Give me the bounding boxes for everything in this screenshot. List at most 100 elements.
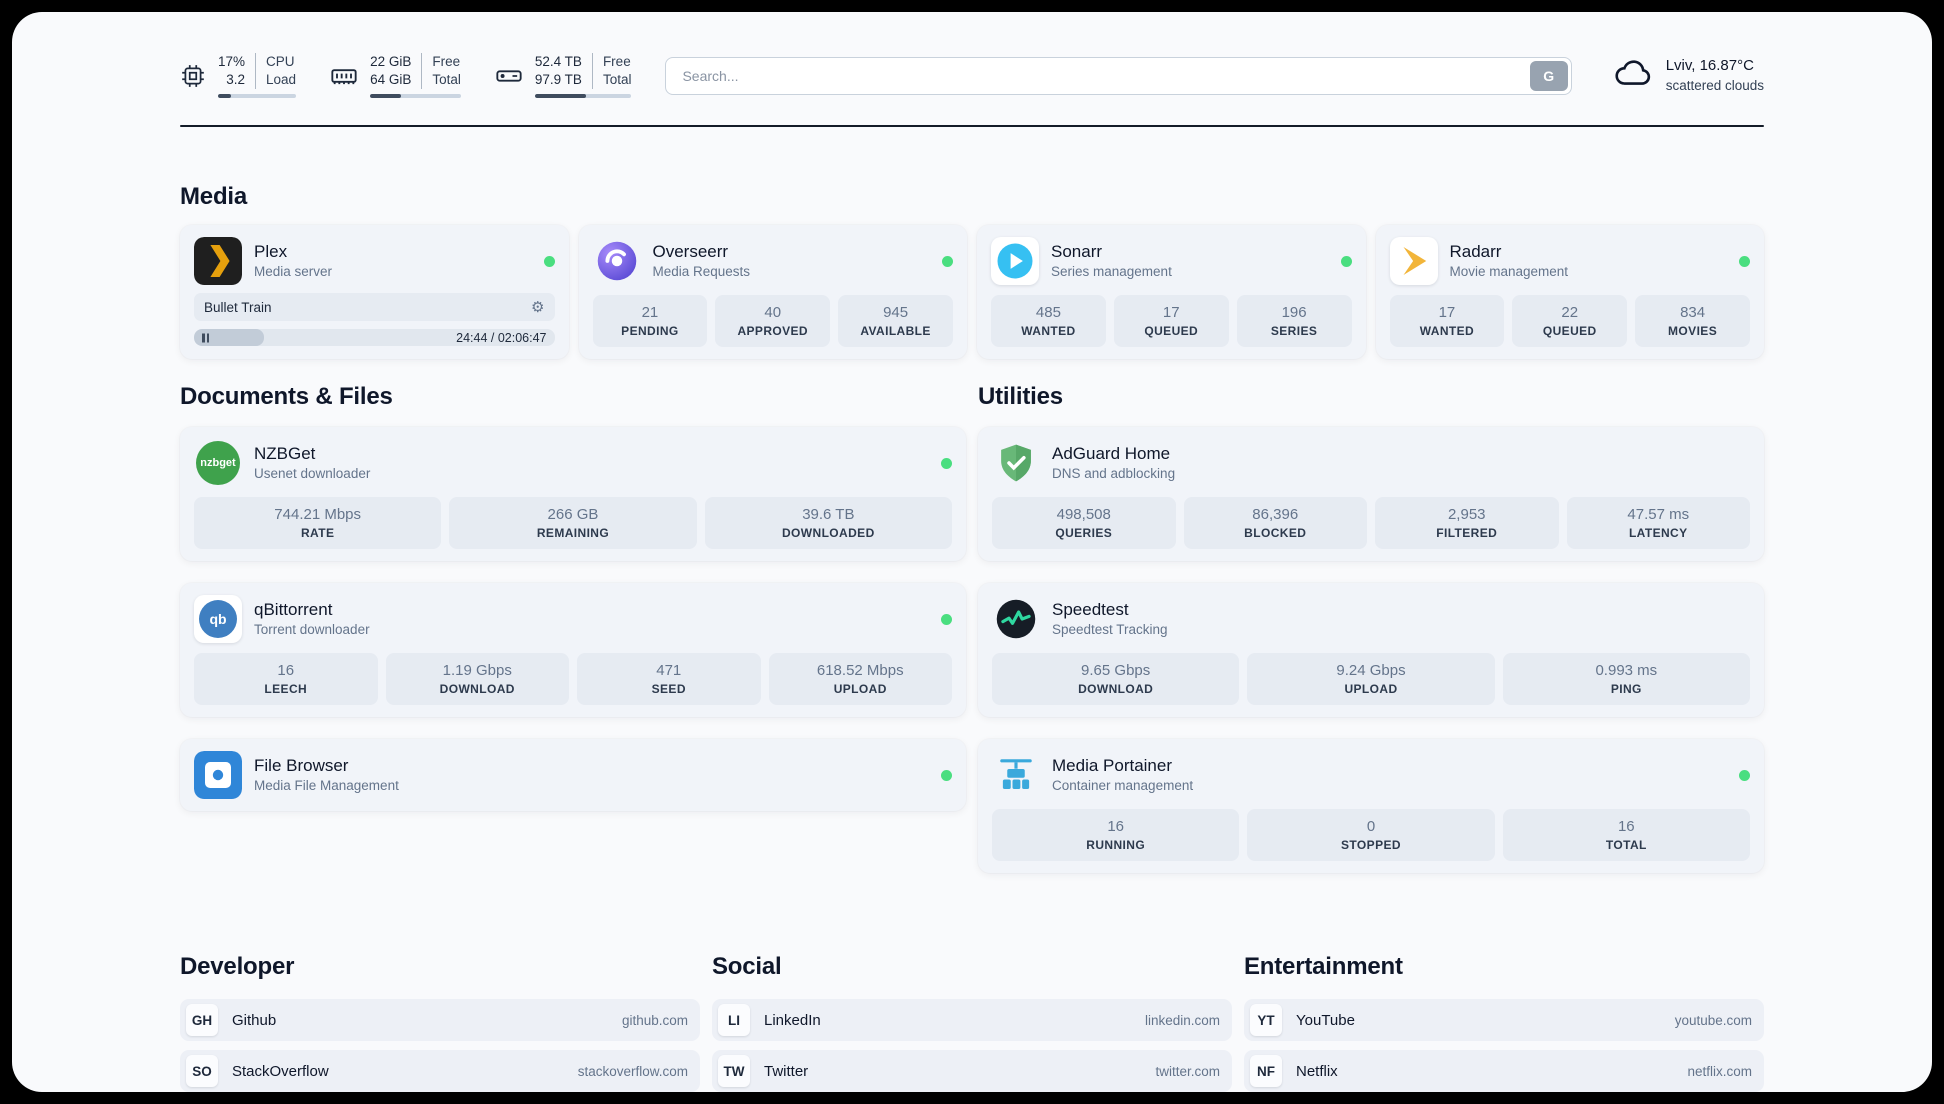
app-subtitle: Container management — [1052, 778, 1194, 794]
plex-card[interactable]: Plex Media server Bullet Train ⚙ 24:44 /… — [180, 225, 569, 359]
filebrowser-card[interactable]: File Browser Media File Management — [180, 739, 966, 811]
app-name: Radarr — [1449, 242, 1502, 262]
radarr-card[interactable]: Radarr Movie management 17 WANTED 22 QUEUE… — [1375, 225, 1764, 359]
disk-stats: 52.4 TB 97.9 TB Free Total — [534, 53, 632, 98]
media-section-title: Media — [180, 183, 248, 210]
stat-latency: 47.57 ms LATENCY — [1566, 497, 1750, 549]
bookmark-url: twitter.com — [1155, 1063, 1220, 1079]
playback-time: 24:44 / 02:06:47 — [456, 330, 547, 345]
ram-free-value: 22 GiB — [370, 54, 412, 70]
entertainment-section-title: Entertainment — [1244, 953, 1403, 980]
overseerr-card[interactable]: Overseerr Media Requests 21 PENDING 40 APP… — [578, 225, 967, 359]
qbittorrent-icon: qb — [194, 595, 242, 643]
disk-icon — [495, 62, 523, 90]
bookmark-github[interactable]: GH Github github.com — [180, 999, 700, 1041]
app-name: File Browser — [254, 756, 349, 776]
developer-section-title: Developer — [180, 953, 295, 980]
speedtest-card[interactable]: Speedtest Speedtest Tracking 9.65 Gbps DO… — [978, 583, 1764, 717]
app-subtitle: Media server — [254, 264, 333, 280]
player-row: 24:44 / 02:06:47 — [194, 329, 555, 346]
app-name: Overseerr — [652, 242, 729, 262]
bookmark-url: stackoverflow.com — [577, 1063, 688, 1079]
app-name: AdGuard Home — [1052, 444, 1171, 464]
stat-stopped: 0 STOPPED — [1247, 809, 1495, 861]
search-engine-button[interactable]: G — [1529, 60, 1568, 91]
developer-column: Developer GH Github github.com SO StackO… — [180, 953, 700, 1092]
ram-total-value: 64 GiB — [370, 72, 412, 87]
bookmark-name: StackOverflow — [232, 1062, 329, 1080]
settings-gear-icon[interactable]: ⚙ — [531, 298, 545, 316]
bookmark-stackoverflow[interactable]: SO StackOverflow stackoverflow.com — [180, 1050, 700, 1092]
weather-widget: Lviv, 16.87°C scattered clouds — [1612, 52, 1764, 99]
app-name: Media Portainer — [1052, 756, 1173, 776]
qbittorrent-card[interactable]: qb qBittorrent Torrent downloader 16 LEEC… — [180, 583, 966, 717]
stat-filtered: 2,953 FILTERED — [1375, 497, 1559, 549]
bookmark-twitter[interactable]: TW Twitter twitter.com — [712, 1050, 1232, 1092]
stat-rate: 744.21 Mbps RATE — [194, 497, 442, 549]
sonarr-icon — [991, 237, 1039, 285]
bookmark-url: netflix.com — [1687, 1063, 1752, 1079]
nzbget-card[interactable]: nzbget NZBGet Usenet downloader 744.21 M… — [180, 427, 966, 561]
adguard-card[interactable]: AdGuard Home DNS and adblocking 498,508 Q… — [978, 427, 1764, 561]
speedtest-icon — [992, 595, 1040, 643]
bookmark-name: LinkedIn — [764, 1011, 821, 1029]
stat-downloaded: 39.6 TB DOWNLOADED — [704, 497, 952, 549]
media-section: Media Plex Media server Bullet Train ⚙ — [180, 183, 1764, 359]
app-name: NZBGet — [254, 444, 316, 464]
cpu-progressbar — [218, 93, 297, 98]
app-name: Plex — [254, 242, 288, 262]
stat-blocked: 86,396 BLOCKED — [1183, 497, 1367, 549]
bookmark-abbr: YT — [1250, 1004, 1282, 1036]
radarr-icon — [1389, 237, 1438, 285]
cloud-icon — [1612, 52, 1654, 99]
bookmark-name: Twitter — [764, 1062, 809, 1080]
weather-condition: scattered clouds — [1665, 77, 1764, 93]
bookmark-netflix[interactable]: NF Netflix netflix.com — [1244, 1050, 1764, 1092]
portainer-card[interactable]: Media Portainer Container management 16 R… — [978, 739, 1764, 873]
stat-total: 16 TOTAL — [1502, 809, 1750, 861]
app-subtitle: Torrent downloader — [254, 622, 370, 638]
cpu-icon — [180, 63, 206, 89]
stat-pending: 21 PENDING — [592, 295, 708, 347]
bookmark-abbr: TW — [718, 1055, 750, 1087]
bookmark-abbr: SO — [186, 1055, 218, 1087]
cpu-widget: 17% 3.2 CPU Load — [180, 53, 297, 98]
bookmark-url: linkedin.com — [1144, 1012, 1220, 1028]
app-subtitle: Series management — [1051, 264, 1172, 280]
disk-progressbar — [534, 93, 632, 98]
search-input[interactable] — [665, 56, 1572, 95]
disk-widget: 52.4 TB 97.9 TB Free Total — [495, 53, 632, 98]
stat-remaining: 266 GB REMAINING — [449, 497, 697, 549]
social-column: Social LI LinkedIn linkedin.com TW Twitt… — [712, 953, 1232, 1092]
seek-bar[interactable]: 24:44 / 02:06:47 — [194, 329, 555, 346]
disk-total-label: Total — [602, 72, 632, 87]
top-bar: 17% 3.2 CPU Load — [180, 52, 1764, 99]
stat-download: 9.65 Gbps DOWNLOAD — [992, 653, 1240, 705]
app-name: Sonarr — [1051, 242, 1103, 262]
bookmark-youtube[interactable]: YT YouTube youtube.com — [1244, 999, 1764, 1041]
bookmark-linkedin[interactable]: LI LinkedIn linkedin.com — [712, 999, 1232, 1041]
stat-ping: 0.993 ms PING — [1502, 653, 1750, 705]
overseerr-icon — [593, 237, 641, 285]
app-name: qBittorrent — [254, 600, 333, 620]
disk-total-value: 97.9 TB — [534, 72, 582, 87]
cpu-label: CPU — [266, 54, 295, 70]
adguard-icon — [992, 439, 1040, 487]
now-playing-title: Bullet Train — [204, 299, 272, 315]
app-subtitle: Media Requests — [652, 264, 751, 280]
app-subtitle: Movie management — [1449, 264, 1569, 280]
bookmark-url: github.com — [621, 1012, 688, 1028]
stat-queued: 17 QUEUED — [1113, 295, 1229, 347]
sonarr-card[interactable]: Sonarr Series management 485 WANTED 17 QUE… — [977, 225, 1366, 359]
plex-icon — [194, 237, 242, 285]
disk-free-value: 52.4 TB — [534, 54, 582, 70]
stat-available: 945 AVAILABLE — [838, 295, 953, 347]
bookmark-abbr: NF — [1250, 1055, 1282, 1087]
status-dot — [941, 457, 952, 469]
dashboard-page: 17% 3.2 CPU Load — [12, 12, 1932, 1092]
status-dot — [941, 769, 952, 781]
pause-button[interactable] — [202, 333, 209, 342]
bookmark-abbr: LI — [718, 1004, 750, 1036]
stat-running: 16 RUNNING — [992, 809, 1240, 861]
bookmark-name: YouTube — [1296, 1011, 1355, 1029]
